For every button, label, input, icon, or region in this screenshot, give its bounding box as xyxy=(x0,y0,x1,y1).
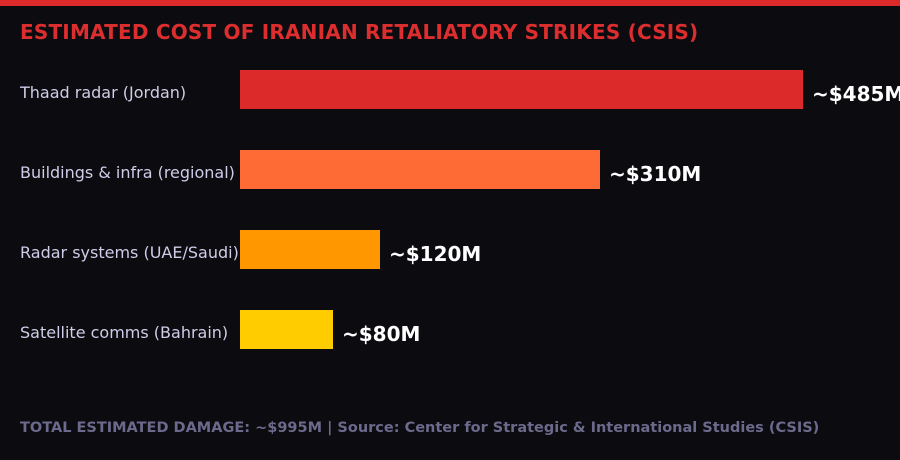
bar-label: Thaad radar (Jordan) xyxy=(20,83,187,102)
bar xyxy=(240,230,380,269)
bar-row: Satellite comms (Bahrain) ~$80M xyxy=(0,310,900,350)
bar xyxy=(240,150,600,189)
accent-top-bar xyxy=(0,0,900,6)
bar-value-label: ~$485M xyxy=(812,82,900,106)
bar-row: Thaad radar (Jordan) ~$485M xyxy=(0,70,900,110)
bar-label: Buildings & infra (regional) xyxy=(20,163,235,182)
footer-source-note: TOTAL ESTIMATED DAMAGE: ~$995M | Source:… xyxy=(20,420,820,436)
bar xyxy=(240,70,803,109)
chart-title: ESTIMATED COST OF IRANIAN RETALIATORY ST… xyxy=(20,20,699,44)
bar xyxy=(240,310,333,349)
bar-value-label: ~$310M xyxy=(609,162,702,186)
bar-label: Satellite comms (Bahrain) xyxy=(20,323,229,342)
bar-row: Buildings & infra (regional) ~$310M xyxy=(0,150,900,190)
bar-value-label: ~$80M xyxy=(342,322,421,346)
bar-value-label: ~$120M xyxy=(389,242,482,266)
bar-row: Radar systems (UAE/Saudi) ~$120M xyxy=(0,230,900,270)
bar-label: Radar systems (UAE/Saudi) xyxy=(20,243,239,262)
